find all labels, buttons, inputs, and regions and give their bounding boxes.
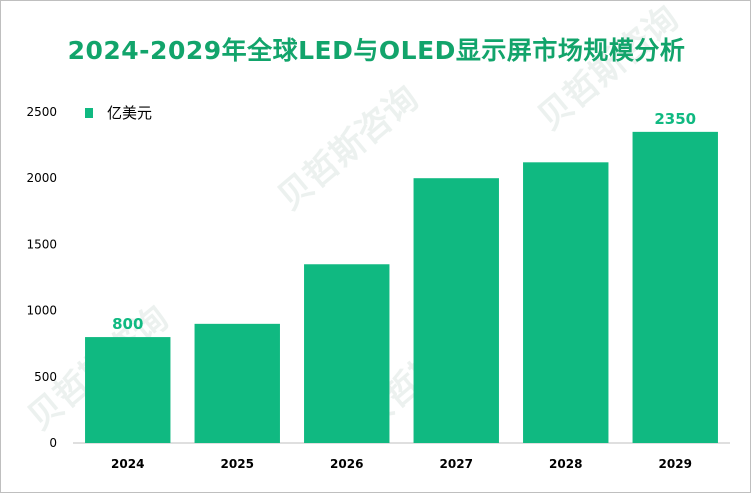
y-tick-label: 1000 [26, 304, 57, 318]
x-tick-label: 2026 [330, 457, 363, 471]
bar [413, 178, 499, 443]
legend-swatch [85, 107, 93, 118]
bar [194, 323, 280, 443]
data-label: 800 [112, 315, 143, 333]
bar [85, 337, 171, 443]
x-tick-label: 2028 [549, 457, 582, 471]
data-label: 2350 [654, 110, 696, 128]
x-tick-label: 2025 [221, 457, 254, 471]
x-tick-label: 2024 [111, 457, 144, 471]
x-tick-label: 2027 [440, 457, 473, 471]
y-tick-label: 2500 [26, 105, 57, 119]
bar [304, 264, 390, 443]
y-tick-label: 1500 [26, 237, 57, 251]
y-tick-label: 2000 [26, 171, 57, 185]
chart-title: 2024-2029年全球LED与OLED显示屏市场规模分析 [67, 36, 686, 65]
x-tick-label: 2029 [659, 457, 692, 471]
y-tick-label: 500 [34, 370, 57, 384]
legend: 亿美元 [85, 102, 152, 123]
bar [632, 131, 718, 444]
y-tick-label: 0 [49, 436, 57, 450]
bar [523, 162, 609, 443]
legend-label: 亿美元 [107, 104, 153, 122]
